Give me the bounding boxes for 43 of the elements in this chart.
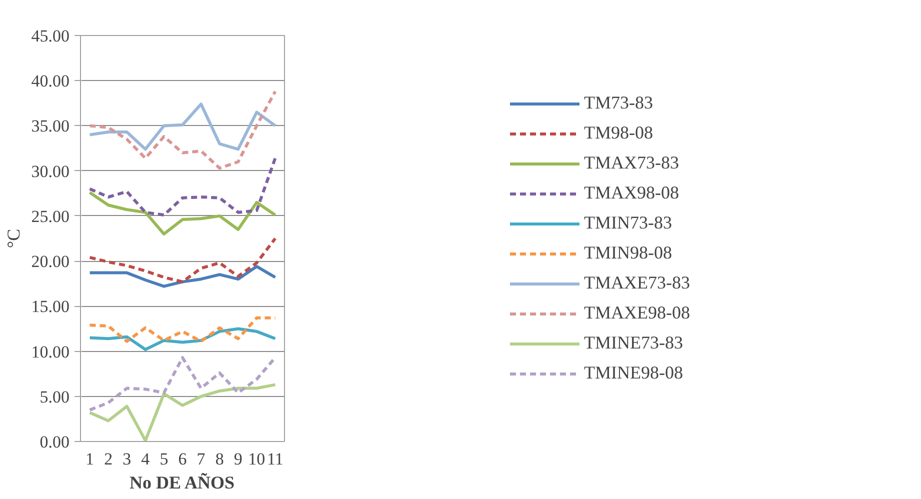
legend-label: TMIN73-83 [584, 212, 672, 234]
y-tick-label: 30.00 [31, 162, 70, 181]
legend-label: TMAXE73-83 [584, 272, 690, 294]
y-tick-label: 15.00 [31, 297, 70, 316]
legend-label: TM73-83 [584, 92, 653, 114]
x-tick-label: 8 [215, 450, 224, 468]
x-tick-label: 1 [86, 450, 94, 468]
y-tick-label: 45.00 [31, 26, 70, 46]
x-tick-label: 10 [248, 450, 266, 468]
line-series [88, 264, 277, 288]
legend-label: TMAX98-08 [584, 182, 679, 204]
legend-label: TMINE98-08 [584, 362, 683, 384]
x-tick-label: 11 [267, 450, 284, 468]
line-series [88, 327, 277, 351]
line-series [88, 190, 277, 236]
legend-label: TMINE73-83 [584, 332, 683, 354]
x-tick-label: 7 [196, 450, 206, 468]
y-tick-label: 0.00 [40, 432, 70, 452]
y-tick-label: 5.00 [40, 387, 70, 406]
y-axis-title: °C [3, 228, 24, 248]
x-axis-title: No DE AÑOS [129, 472, 235, 492]
legend-label: TMAXE98-08 [584, 302, 690, 324]
y-tick-label: 25.00 [31, 206, 70, 226]
line-series [88, 237, 277, 284]
x-tick-label: 6 [178, 450, 187, 468]
x-tick-label: 2 [104, 450, 113, 468]
line-series [88, 383, 277, 442]
y-tick-label: 20.00 [31, 252, 70, 272]
legend-label: TM98-08 [584, 122, 653, 144]
line-series [88, 156, 277, 217]
line-series [88, 356, 277, 412]
line-series [88, 90, 277, 170]
x-tick-label: 3 [122, 450, 132, 468]
x-tick-label: 5 [160, 450, 168, 468]
y-tick-label: 35.00 [31, 116, 70, 136]
x-tick-label: 4 [141, 450, 150, 468]
x-tick-label: 9 [234, 450, 242, 468]
line-series [88, 316, 277, 343]
legend-label: TMIN98-08 [584, 242, 672, 264]
y-tick-label: 40.00 [31, 72, 70, 91]
legend-label: TMAX73-83 [584, 152, 679, 174]
y-tick-label: 10.00 [31, 342, 70, 362]
line-series [88, 102, 277, 151]
